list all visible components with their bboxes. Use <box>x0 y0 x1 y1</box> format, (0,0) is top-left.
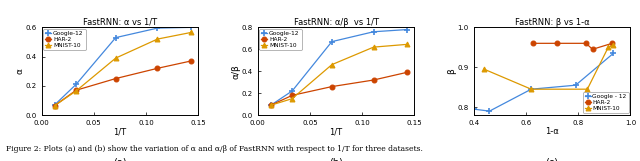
Legend: Google-12, HAR-2, MNIST-10: Google-12, HAR-2, MNIST-10 <box>259 29 301 50</box>
MNIST-10 <box>609 44 617 46</box>
Google-12 <box>288 90 296 92</box>
Y-axis label: α: α <box>15 68 24 74</box>
HAR-2 <box>554 42 561 44</box>
HAR-2 <box>328 86 335 88</box>
MNIST-10 <box>72 90 80 92</box>
Google-12 <box>403 29 411 31</box>
HAR-2 <box>51 105 58 107</box>
Y-axis label: β: β <box>447 68 456 74</box>
Google-12 <box>328 41 335 43</box>
MNIST-10 <box>187 32 195 33</box>
Google-12 <box>72 83 80 85</box>
MNIST-10 <box>51 105 58 107</box>
HAR-2 <box>112 78 120 80</box>
HAR-2 <box>267 104 275 106</box>
HAR-2 <box>608 42 616 44</box>
X-axis label: 1/T: 1/T <box>113 127 127 136</box>
HAR-2 <box>582 42 590 44</box>
Google - 12 <box>527 88 535 90</box>
MNIST-10 <box>328 64 335 66</box>
HAR-2 <box>529 42 536 44</box>
HAR-2 <box>154 67 161 69</box>
Line: MNIST-10: MNIST-10 <box>268 42 410 108</box>
MNIST-10 <box>288 98 296 100</box>
MNIST-10 <box>154 38 161 40</box>
Google - 12 <box>486 110 493 112</box>
Line: Google - 12: Google - 12 <box>470 50 617 115</box>
X-axis label: 1/T: 1/T <box>330 127 342 136</box>
MNIST-10 <box>370 46 378 48</box>
Text: (c): (c) <box>546 157 559 161</box>
MNIST-10 <box>481 68 488 70</box>
MNIST-10 <box>267 104 275 106</box>
Google-12 <box>267 104 275 106</box>
Line: MNIST-10: MNIST-10 <box>52 30 193 108</box>
MNIST-10 <box>604 46 612 48</box>
Legend: Google-12, HAR-2, MNIST-10: Google-12, HAR-2, MNIST-10 <box>44 29 86 50</box>
Title: FastRNN: α/β  vs 1/T: FastRNN: α/β vs 1/T <box>294 18 378 27</box>
MNIST-10 <box>584 88 591 90</box>
Legend: Google - 12, HAR-2, MNIST-10: Google - 12, HAR-2, MNIST-10 <box>583 92 628 113</box>
Line: MNIST-10: MNIST-10 <box>482 43 616 92</box>
Google-12 <box>112 37 120 39</box>
Line: HAR-2: HAR-2 <box>530 41 614 52</box>
Google-12 <box>187 26 195 28</box>
Title: FastRNN: β vs 1-α: FastRNN: β vs 1-α <box>515 18 589 27</box>
Line: Google-12: Google-12 <box>268 26 410 109</box>
Google-12 <box>154 27 161 29</box>
Text: (a): (a) <box>113 157 127 161</box>
Title: FastRNN: α vs 1/T: FastRNN: α vs 1/T <box>83 18 157 27</box>
Line: HAR-2: HAR-2 <box>268 70 410 108</box>
Text: (b): (b) <box>329 157 343 161</box>
Google - 12 <box>609 52 617 54</box>
MNIST-10 <box>112 57 120 59</box>
Line: Google-12: Google-12 <box>51 24 195 108</box>
MNIST-10 <box>527 88 535 90</box>
Google-12 <box>370 31 378 33</box>
HAR-2 <box>72 89 80 91</box>
HAR-2 <box>403 71 411 73</box>
MNIST-10 <box>403 43 411 45</box>
Google-12 <box>51 104 58 106</box>
Google - 12 <box>572 84 579 86</box>
X-axis label: 1-α: 1-α <box>545 127 559 136</box>
HAR-2 <box>589 48 596 50</box>
Text: Figure 2: Plots (a) and (b) show the variation of α and α/β of FastRNN with resp: Figure 2: Plots (a) and (b) show the var… <box>6 145 423 153</box>
Google - 12 <box>470 108 477 110</box>
Y-axis label: α/β: α/β <box>231 64 240 79</box>
HAR-2 <box>370 79 378 81</box>
Line: HAR-2: HAR-2 <box>52 59 193 108</box>
HAR-2 <box>187 60 195 62</box>
HAR-2 <box>288 94 296 96</box>
